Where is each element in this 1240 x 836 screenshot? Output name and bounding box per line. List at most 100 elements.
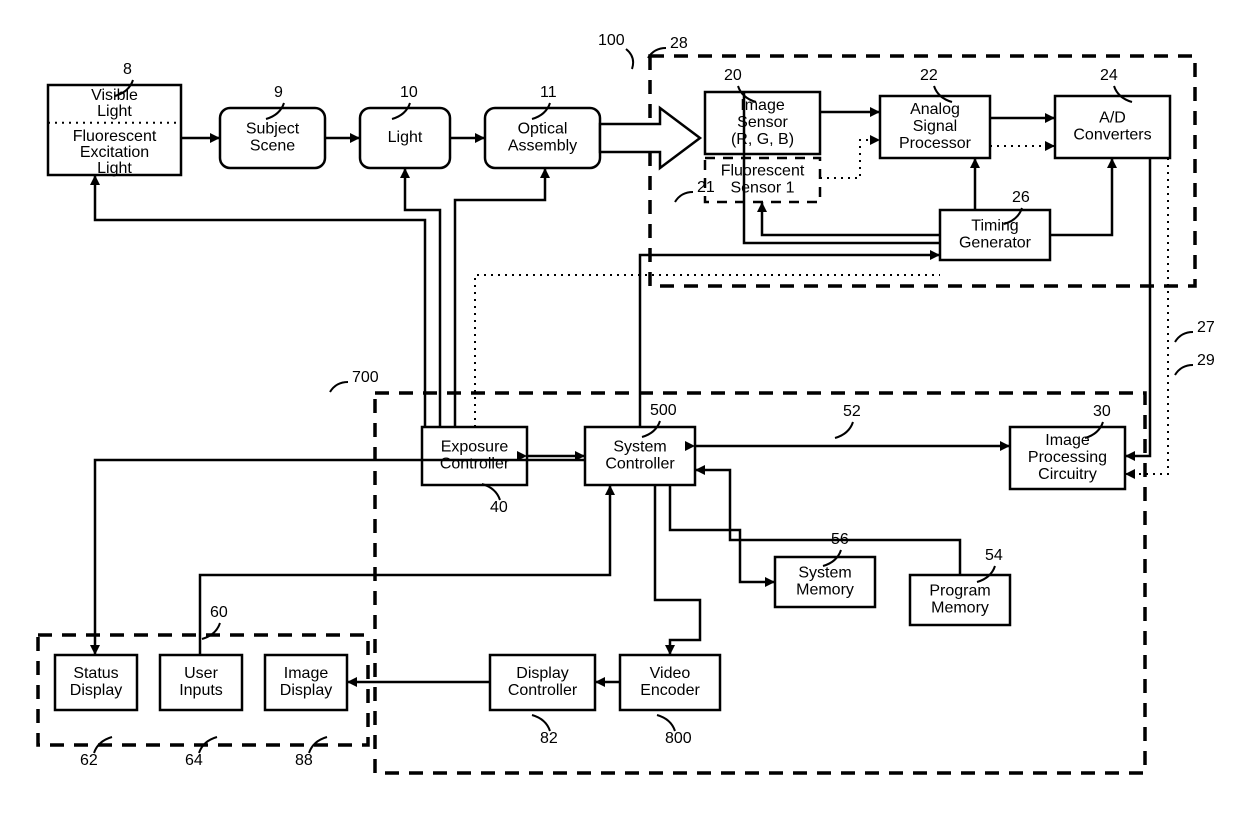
- ref-busDotted-num: 27: [1197, 319, 1215, 336]
- sysMem-label-0: System: [798, 565, 851, 582]
- ref-asp-num: 22: [920, 67, 938, 84]
- ref-statDisp-num: 62: [80, 752, 98, 769]
- ref-system: 100: [598, 32, 633, 69]
- ref-optical-num: 11: [540, 84, 557, 101]
- userInp-label-0: User: [184, 665, 218, 682]
- fluor-excite-l1: Excitation: [80, 144, 149, 161]
- ref-lightBox-num: 10: [400, 84, 418, 101]
- ref-grp700: 700: [330, 369, 379, 392]
- ref-vidEnc-num: 800: [665, 730, 692, 747]
- ref-imgSens-num: 20: [724, 67, 742, 84]
- edge-adc-ipc-solid: [1125, 158, 1150, 456]
- fluorSensor: FluorescentSensor 1: [705, 158, 820, 202]
- dispCtrl: DisplayController: [490, 655, 595, 710]
- fluorSensor-label-1: Sensor 1: [730, 180, 794, 197]
- vidEnc: VideoEncoder: [620, 655, 720, 710]
- ref-dispCtrl: 82: [532, 715, 558, 747]
- ref-grp700-num: 700: [352, 369, 379, 386]
- ref-imgDisp: 88: [295, 737, 327, 769]
- ref-busSolid-num: 29: [1197, 352, 1215, 369]
- ref-subject-num: 9: [274, 84, 283, 101]
- expCtrl: ExposureController: [422, 427, 527, 485]
- edge-exp-optical: [455, 168, 545, 427]
- sysCtrl: SystemController: [585, 427, 695, 485]
- light-label-0: Light: [388, 129, 423, 146]
- adc-label-0: A/D: [1099, 110, 1126, 127]
- optical: OpticalAssembly: [485, 108, 600, 168]
- progMem-label-0: Program: [929, 583, 990, 600]
- userInp-label-1: Inputs: [179, 682, 223, 699]
- edge-exp-light: [405, 168, 440, 427]
- status-label-0: Status: [73, 665, 118, 682]
- ref-progMem-num: 54: [985, 547, 1003, 564]
- optical-label-1: Assembly: [508, 138, 577, 155]
- sysMem-label-1: Memory: [796, 582, 854, 599]
- sysCtrl-label-0: System: [613, 439, 666, 456]
- imageSensor: ImageSensor(R, G, B): [705, 92, 820, 154]
- subject-label-1: Scene: [250, 138, 295, 155]
- edge-sysctrl-timing: [640, 255, 940, 427]
- ipc-label-0: Image: [1045, 432, 1090, 449]
- ref-busDotted: 27: [1175, 319, 1215, 342]
- status-label-1: Display: [70, 682, 122, 699]
- expCtrl-label-1: Controller: [440, 456, 510, 473]
- status: StatusDisplay: [55, 655, 137, 710]
- ipc-label-2: Circuitry: [1038, 466, 1097, 483]
- dispCtrl-label-1: Controller: [508, 682, 578, 699]
- edge-fluor-asp: [820, 140, 880, 178]
- ref-adc-num: 24: [1100, 67, 1118, 84]
- ref-ipc-num: 30: [1093, 403, 1111, 420]
- ref-fluorSens-num: 21: [697, 179, 715, 196]
- visible-light-l1: Light: [97, 103, 132, 120]
- ref-expCtrl: 40: [482, 484, 508, 516]
- timing: TimingGenerator: [940, 210, 1050, 260]
- ref-userInp-num: 64: [185, 752, 203, 769]
- edge-exp-dotted-bus: [475, 275, 940, 427]
- edge-sysctrl-status: [95, 460, 585, 655]
- adc: A/DConverters: [1055, 96, 1170, 158]
- ipc-label-1: Processing: [1028, 449, 1107, 466]
- block-diagram: VisibleLightFluorescentExcitationLightSu…: [0, 0, 1240, 836]
- ref-timing-num: 26: [1012, 189, 1030, 206]
- asp: AnalogSignalProcessor: [880, 96, 990, 158]
- sysCtrl-label-1: Controller: [605, 456, 675, 473]
- edge-timing-adc: [1050, 158, 1112, 235]
- edge-sysctrl-videnc: [655, 485, 700, 655]
- imgDisp: ImageDisplay: [265, 655, 347, 710]
- progMem-label-1: Memory: [931, 600, 989, 617]
- imageSensor-label-0: Image: [740, 97, 785, 114]
- ref-userInp: 64: [185, 737, 217, 769]
- imageSensor-label-2: (R, G, B): [731, 131, 794, 148]
- ref-imgDisp-num: 88: [295, 752, 313, 769]
- light: Light: [360, 108, 450, 168]
- dispCtrl-label-0: Display: [516, 665, 568, 682]
- edge-sysctrl-sysmem: [670, 485, 775, 582]
- subject-label-0: Subject: [246, 121, 300, 138]
- optical-label-0: Optical: [518, 121, 568, 138]
- ref-grp60-num: 60: [210, 604, 228, 621]
- ref-sysCtrl-num: 500: [650, 402, 677, 419]
- imgDisp-label-1: Display: [280, 682, 332, 699]
- asp-label-1: Signal: [913, 118, 957, 135]
- edge-exp-lightsrc: [95, 175, 425, 427]
- fluorSensor-label-0: Fluorescent: [721, 163, 805, 180]
- fluor-excite-l0: Fluorescent: [73, 128, 157, 145]
- ref-vidEnc: 800: [657, 715, 692, 747]
- ref-busSolid: 29: [1175, 352, 1215, 375]
- fluor-excite-l2: Light: [97, 160, 132, 177]
- timing-label-1: Generator: [959, 235, 1032, 252]
- ref-hostIF-num: 52: [843, 403, 861, 420]
- adc-label-1: Converters: [1073, 127, 1151, 144]
- progMem: ProgramMemory: [910, 575, 1010, 625]
- imgDisp-label-0: Image: [284, 665, 329, 682]
- ref-grp28-num: 28: [670, 35, 688, 52]
- asp-label-0: Analog: [910, 101, 960, 118]
- edge-timing-fluor: [762, 202, 940, 235]
- asp-label-2: Processor: [899, 135, 972, 152]
- vidEnc-label-0: Video: [650, 665, 691, 682]
- vidEnc-label-1: Encoder: [640, 682, 700, 699]
- ref-dispCtrl-num: 82: [540, 730, 558, 747]
- edge-userinp-sysctrl: [200, 485, 610, 655]
- ref-sysMem-num: 56: [831, 531, 849, 548]
- userInp: UserInputs: [160, 655, 242, 710]
